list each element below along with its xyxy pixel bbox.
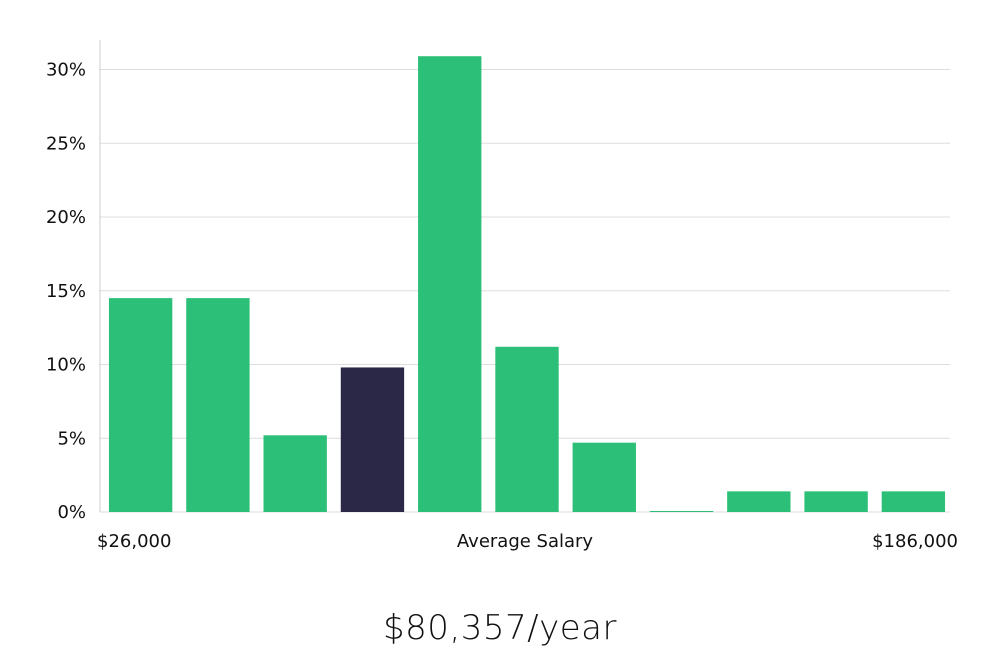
- x-center-label: Average Salary: [457, 531, 594, 552]
- bar: [186, 298, 250, 512]
- bar: [649, 511, 714, 512]
- salary-distribution-chart: 0% 5% 10% 15% 20% 25% 30% $26,000 Average Sala…: [46, 40, 958, 552]
- bar: [572, 442, 636, 512]
- bars: [108, 56, 946, 512]
- y-tick-label: 0%: [57, 502, 86, 523]
- bar: [495, 346, 559, 512]
- y-tick-label: 15%: [46, 281, 86, 302]
- bar: [727, 491, 791, 512]
- bar: [804, 491, 868, 512]
- y-tick-label: 30%: [46, 60, 86, 81]
- y-tick-label: 25%: [46, 133, 86, 154]
- bar: [108, 298, 173, 512]
- x-left-label: $26,000: [97, 531, 171, 552]
- bar: [263, 435, 327, 512]
- y-tick-label: 10%: [46, 355, 86, 376]
- bar: [418, 56, 482, 512]
- bar: [881, 491, 946, 512]
- y-axis-ticks: 0% 5% 10% 15% 20% 25% 30%: [46, 60, 86, 524]
- average-salary-value: $80,357/year: [383, 608, 617, 648]
- bar-highlighted: [340, 367, 405, 512]
- y-tick-label: 5%: [57, 428, 86, 449]
- x-right-label: $186,000: [872, 531, 958, 552]
- y-tick-label: 20%: [46, 207, 86, 228]
